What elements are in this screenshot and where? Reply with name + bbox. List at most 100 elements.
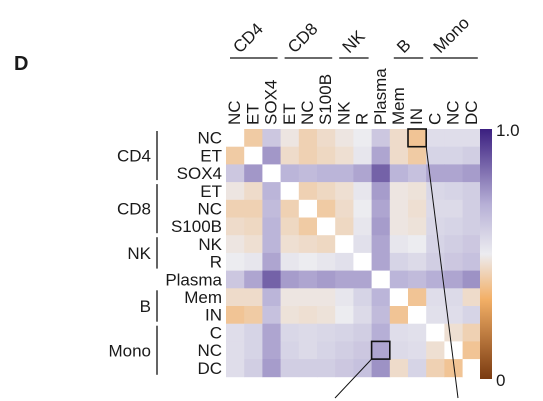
row-label: SOX4 xyxy=(177,164,222,183)
heatmap-cell xyxy=(444,306,463,325)
heatmap-cell xyxy=(353,341,372,360)
heatmap-cell xyxy=(298,359,318,378)
heatmap-cell xyxy=(244,270,263,289)
heatmap-cell xyxy=(262,288,281,307)
heatmap-cell xyxy=(280,164,300,183)
row-label: ET xyxy=(200,146,222,165)
row-group-label: CD4 xyxy=(117,147,151,166)
heatmap-cell xyxy=(262,199,281,218)
heatmap-cell xyxy=(317,359,336,378)
heatmap-cell xyxy=(317,306,336,325)
column-label: ET xyxy=(243,103,262,125)
heatmap-cell xyxy=(335,129,354,148)
heatmap-cell xyxy=(462,182,482,201)
heatmap-cell xyxy=(280,199,300,218)
row-label: Mem xyxy=(184,288,222,307)
heatmap-cell xyxy=(317,146,336,165)
heatmap-cell xyxy=(317,270,336,289)
heatmap-cell xyxy=(444,270,463,289)
heatmap-cell xyxy=(462,341,482,360)
heatmap-cell xyxy=(389,146,409,165)
heatmap-cell xyxy=(389,359,409,378)
heatmap-cell xyxy=(298,164,318,183)
heatmap-cell xyxy=(298,146,318,165)
heatmap-cell xyxy=(335,164,354,183)
heatmap-cell xyxy=(244,235,263,254)
row-label: Plasma xyxy=(165,270,222,289)
heatmap-cell xyxy=(244,217,263,236)
heatmap-cell xyxy=(298,270,318,289)
heatmap-cell xyxy=(317,288,336,307)
heatmap-cell xyxy=(462,323,482,342)
heatmap-cell xyxy=(408,199,427,218)
heatmap-cell xyxy=(317,129,336,148)
heatmap-cell xyxy=(262,129,281,148)
heatmap-cell xyxy=(298,199,318,218)
heatmap-cell xyxy=(280,252,300,271)
heatmap-cell xyxy=(389,182,409,201)
row-label: NC xyxy=(197,129,222,148)
heatmap-cell xyxy=(426,164,445,183)
heatmap-cell xyxy=(226,288,245,307)
heatmap-cell xyxy=(389,341,409,360)
heatmap-cell xyxy=(408,288,427,307)
heatmap-cell xyxy=(226,235,245,254)
heatmap-cell xyxy=(335,252,354,271)
heatmap-cell xyxy=(389,164,409,183)
column-group-label: Mono xyxy=(430,13,474,57)
column-label: S100B xyxy=(316,74,335,125)
heatmap-cell xyxy=(389,288,409,307)
heatmap-cell xyxy=(262,235,281,254)
row-group-label: Mono xyxy=(108,341,151,360)
heatmap-cell xyxy=(226,199,245,218)
heatmap-cell xyxy=(462,252,482,271)
heatmap-cell xyxy=(353,217,372,236)
heatmap-cell xyxy=(408,359,427,378)
row-label: ET xyxy=(200,182,222,201)
heatmap-cell xyxy=(353,182,372,201)
heatmap-cell xyxy=(262,217,281,236)
row-group-labels: CD4 CD8 NK B Mono xyxy=(108,131,158,375)
heatmap-cell xyxy=(280,288,300,307)
heatmap-cell xyxy=(444,217,463,236)
heatmap-cell xyxy=(226,341,245,360)
heatmap-cell xyxy=(335,306,354,325)
heatmap-cell xyxy=(298,306,318,325)
heatmap-cell xyxy=(426,129,445,148)
heatmap-cell xyxy=(226,323,245,342)
heatmap-cell xyxy=(335,146,354,165)
column-label: Mem xyxy=(389,87,408,125)
heatmap-cell xyxy=(444,341,463,360)
heatmap-cell xyxy=(262,341,281,360)
heatmap-cell xyxy=(389,252,409,271)
highlight-box xyxy=(407,128,428,148)
column-label: NC xyxy=(298,100,317,125)
heatmap-cell xyxy=(462,288,482,307)
heatmap-cell xyxy=(226,146,245,165)
heatmap-cell xyxy=(353,164,372,183)
row-group-label: NK xyxy=(127,244,151,263)
heatmap-cell xyxy=(389,129,409,148)
heatmap-cell xyxy=(298,288,318,307)
heatmap-cell xyxy=(298,341,318,360)
colorbar xyxy=(480,129,492,379)
heatmap-cell xyxy=(426,199,445,218)
heatmap-cell xyxy=(262,323,281,342)
heatmap-cell xyxy=(280,146,300,165)
column-labels: NC ET SOX4 ET NC S100B NK R Plasma Mem IN C NC DC xyxy=(225,68,481,125)
heatmap-cell xyxy=(280,129,300,148)
heatmap-cell xyxy=(462,199,482,218)
heatmap-cell xyxy=(444,359,463,378)
heatmap-cell xyxy=(244,146,263,165)
heatmap-cell xyxy=(353,306,372,325)
heatmap-cell xyxy=(371,270,391,289)
heatmap-cell xyxy=(280,306,300,325)
heatmap-cell xyxy=(462,217,482,236)
heatmap-cell xyxy=(426,288,445,307)
heatmap-cell xyxy=(244,252,263,271)
heatmap-cell xyxy=(317,235,336,254)
heatmap-cell xyxy=(408,182,427,201)
heatmap-cell xyxy=(462,359,482,378)
heatmap-cell xyxy=(426,323,445,342)
heatmap-cell xyxy=(408,270,427,289)
